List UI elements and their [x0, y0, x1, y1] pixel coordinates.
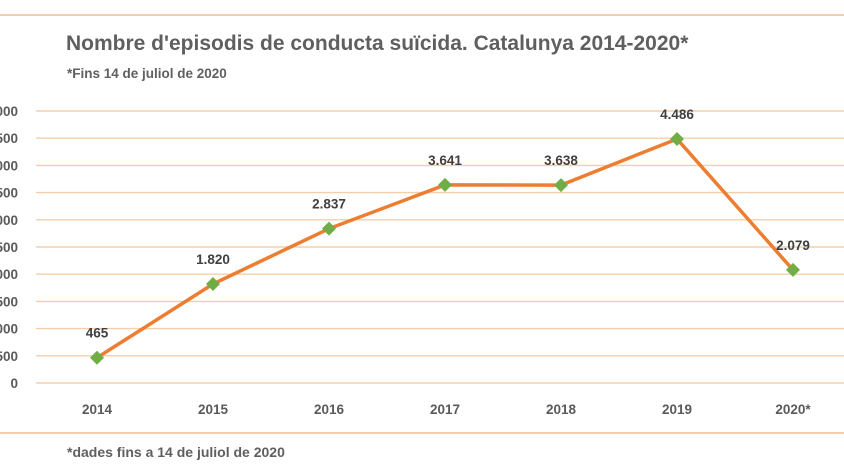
series-line: [95, 137, 795, 360]
gridlines: [36, 110, 844, 384]
y-tick-label: 3.000: [0, 213, 18, 228]
data-point-marker: [438, 177, 452, 192]
y-tick-label: 4.000: [0, 158, 18, 173]
x-tick-label: 2014: [82, 402, 113, 417]
y-tick-label: 1.500: [0, 294, 18, 309]
data-label: 2.079: [776, 238, 810, 253]
x-tick-label: 2018: [546, 402, 577, 417]
chart-footnote: *dades fins a 14 de juliol de 2020: [67, 444, 285, 460]
data-point-marker: [670, 131, 684, 146]
frame-bottom-border: [0, 432, 844, 434]
x-axis-tick-labels: 2014 2015 2016 2017 2018 2019 2020*: [82, 402, 811, 417]
y-tick-label: 3.500: [0, 186, 18, 201]
data-label: 3.641: [428, 153, 462, 168]
y-tick-label: 2.000: [0, 267, 18, 282]
series-markers: [90, 131, 800, 365]
chart-subtitle: *Fins 14 de juliol de 2020: [67, 66, 227, 81]
x-tick-label: 2020*: [775, 402, 811, 417]
x-tick-label: 2015: [198, 402, 229, 417]
y-tick-label: 5.000: [0, 104, 18, 119]
data-label: 2.837: [312, 197, 346, 212]
y-axis-tick-labels: 0 500 1.000 1.500 2.000 2.500 3.000 3.500 4.000 4…: [0, 104, 18, 391]
data-point-marker: [90, 350, 104, 365]
data-point-marker: [554, 178, 568, 193]
x-tick-label: 2019: [662, 402, 692, 417]
data-labels: 465 1.820 2.837 3.641 3.638 4.486 2.079: [86, 107, 810, 341]
data-label: 3.638: [544, 153, 578, 168]
x-tick-label: 2016: [314, 402, 345, 417]
y-tick-label: 1.000: [0, 322, 18, 337]
data-label: 465: [86, 326, 109, 341]
x-tick-label: 2017: [430, 402, 460, 417]
y-tick-label: 4.500: [0, 131, 18, 146]
data-point-marker: [322, 221, 336, 236]
data-label: 4.486: [660, 107, 694, 122]
y-tick-label: 500: [0, 349, 18, 364]
chart-title: Nombre d'episodis de conducta suïcida. C…: [66, 32, 689, 55]
y-tick-label: 0: [10, 376, 18, 391]
data-point-marker: [206, 276, 220, 291]
frame-top-border: [0, 14, 844, 16]
y-tick-label: 2.500: [0, 240, 18, 255]
data-label: 1.820: [196, 252, 230, 267]
data-point-marker: [786, 262, 800, 277]
series-line-group: [95, 137, 795, 360]
